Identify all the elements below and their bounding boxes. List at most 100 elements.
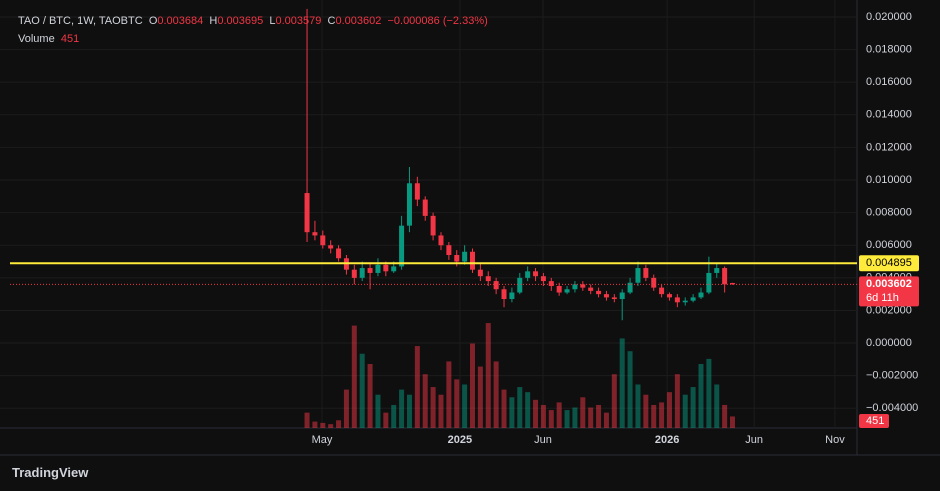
volume-bar bbox=[343, 389, 349, 428]
candle-body bbox=[611, 297, 617, 300]
volume-bar bbox=[659, 402, 665, 428]
x-tick-label: May bbox=[312, 434, 333, 446]
y-tick-label: −0.004000 bbox=[866, 402, 918, 414]
candle-body bbox=[619, 292, 625, 300]
volume-bar bbox=[674, 374, 680, 428]
volume-bar bbox=[619, 338, 625, 428]
volume-bar bbox=[383, 412, 389, 428]
volume-badge-label: 451 bbox=[866, 415, 884, 427]
volume-bar bbox=[611, 374, 617, 428]
branding[interactable]: TradingView bbox=[12, 465, 89, 480]
volume-bar bbox=[556, 402, 562, 428]
volume-bar bbox=[580, 397, 586, 428]
candle-body bbox=[533, 271, 539, 277]
volume-bar bbox=[572, 407, 578, 428]
volume-bar bbox=[422, 374, 428, 428]
l-label: L bbox=[269, 15, 276, 27]
candle-body bbox=[588, 287, 594, 291]
x-tick-label: Nov bbox=[825, 434, 845, 446]
y-tick-label: 0.000000 bbox=[866, 337, 912, 349]
candle-body bbox=[627, 282, 633, 293]
volume-bar bbox=[517, 387, 523, 428]
volume-bar bbox=[430, 387, 436, 428]
countdown: 6d 11h bbox=[866, 292, 899, 304]
legend: TAO / BTC, 1W, TAOBTC O0.003684 H0.00369… bbox=[18, 12, 488, 48]
candle-body bbox=[674, 297, 680, 303]
y-tick-label: 0.012000 bbox=[866, 141, 912, 153]
candle-body bbox=[556, 285, 562, 293]
c-value: 0.003602 bbox=[335, 15, 382, 27]
y-tick-label: 0.002000 bbox=[866, 304, 912, 316]
volume-bar bbox=[406, 394, 412, 428]
candle-body bbox=[336, 248, 342, 259]
volume-value: 451 bbox=[60, 33, 80, 45]
volume-bar bbox=[540, 404, 546, 428]
candle-body bbox=[525, 271, 531, 278]
candle-body bbox=[666, 294, 672, 298]
candle-body bbox=[446, 245, 452, 256]
volume-bar bbox=[462, 384, 468, 428]
volume-bar bbox=[596, 404, 602, 428]
candle-body bbox=[714, 268, 720, 273]
level-label: 0.004895 bbox=[866, 257, 912, 269]
candle-body bbox=[304, 193, 310, 233]
y-tick-label: 0.016000 bbox=[866, 76, 912, 88]
ohlc-row: TAO / BTC, 1W, TAOBTC O0.003684 H0.00369… bbox=[18, 12, 488, 30]
candle-body bbox=[509, 292, 515, 300]
volume-bar bbox=[698, 364, 704, 428]
candle-body bbox=[603, 294, 609, 298]
candle-body bbox=[422, 199, 428, 216]
volume-bar bbox=[312, 421, 318, 428]
h-label: H bbox=[209, 15, 218, 27]
y-tick-label: −0.002000 bbox=[866, 370, 918, 382]
volume-bar bbox=[564, 410, 570, 428]
candle-body bbox=[367, 268, 373, 273]
level-badge bbox=[859, 255, 919, 272]
candle-body bbox=[698, 292, 704, 298]
volume-row: Volume 451 bbox=[18, 30, 488, 48]
candle-body bbox=[312, 232, 318, 236]
candle-body bbox=[375, 264, 381, 273]
o-value: 0.003684 bbox=[157, 15, 204, 27]
c-label: C bbox=[327, 15, 336, 27]
volume-bar bbox=[438, 394, 444, 428]
volume-bar bbox=[391, 404, 397, 428]
candle-body bbox=[351, 269, 357, 278]
candle-body bbox=[572, 284, 578, 290]
candle-body bbox=[548, 281, 554, 286]
volume-label: Volume bbox=[18, 33, 55, 45]
candle-body bbox=[438, 235, 444, 246]
x-tick-label: Jun bbox=[534, 434, 552, 446]
y-tick-label: 0.008000 bbox=[866, 207, 912, 219]
volume-bar bbox=[635, 384, 641, 428]
volume-bar bbox=[682, 394, 688, 428]
candle-body bbox=[359, 268, 365, 278]
volume-bar bbox=[446, 361, 452, 428]
volume-bar bbox=[722, 404, 728, 428]
volume-bar bbox=[454, 379, 460, 428]
candle-body bbox=[391, 266, 397, 272]
candle-body bbox=[690, 297, 696, 301]
volume-bar bbox=[470, 343, 476, 428]
y-tick-label: 0.006000 bbox=[866, 239, 912, 251]
volume-bar bbox=[320, 422, 326, 428]
candle-body bbox=[485, 276, 491, 282]
volume-bar bbox=[627, 351, 633, 428]
y-tick-label: 0.014000 bbox=[866, 109, 912, 121]
volume-bar bbox=[730, 416, 736, 428]
volume-bar bbox=[548, 410, 554, 428]
volume-bar bbox=[706, 358, 712, 428]
volume-bar bbox=[533, 399, 539, 428]
y-tick-label: 0.010000 bbox=[866, 174, 912, 186]
x-tick-label: 2025 bbox=[448, 434, 472, 446]
volume-bar bbox=[485, 323, 491, 428]
x-tick-label: 2026 bbox=[655, 434, 679, 446]
volume-badge bbox=[859, 414, 889, 428]
candle-body bbox=[414, 183, 420, 200]
change: −0.000086 (−2.33%) bbox=[387, 15, 488, 27]
candle-body bbox=[722, 268, 728, 285]
volume-bar bbox=[509, 397, 515, 428]
volume-bar bbox=[359, 353, 365, 428]
